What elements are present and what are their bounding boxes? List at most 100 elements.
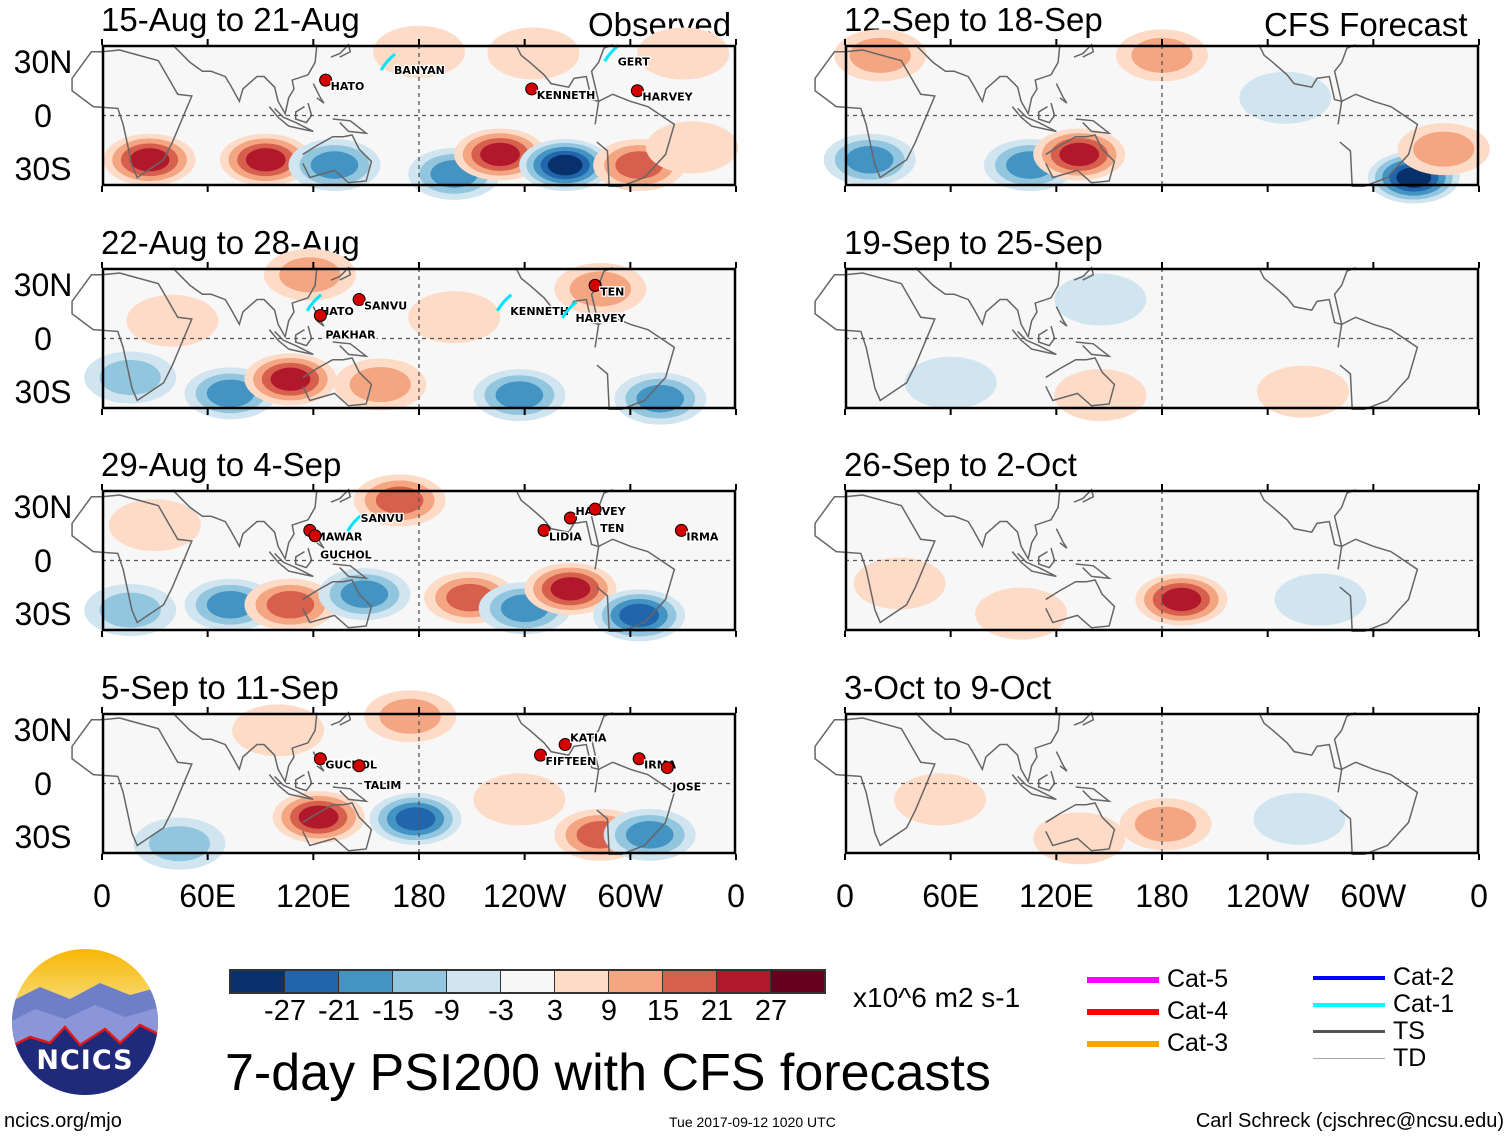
- colorbar-swatch: [555, 971, 609, 992]
- positive-anomaly: [645, 121, 738, 174]
- coastline: [1337, 538, 1419, 633]
- storm-label: IRMA: [686, 530, 719, 543]
- storm-label: FIFTEEN: [546, 755, 597, 768]
- legend-label: Cat-4: [1167, 997, 1229, 1025]
- storm-label: HARVEY: [575, 312, 626, 325]
- coastline: [330, 266, 352, 281]
- map-frame: [844, 712, 1480, 855]
- longitude-label: 120E: [275, 878, 351, 914]
- storm-marker: LIDIA: [537, 523, 584, 545]
- legend-label: TS: [1393, 1017, 1425, 1045]
- hurricane-icon: [588, 502, 602, 516]
- negative-anomaly: [519, 139, 612, 192]
- coastline: [1045, 579, 1116, 629]
- longitude-label: 60W: [1340, 878, 1407, 914]
- positive-anomaly: [487, 27, 580, 80]
- storm-label: PAKHAR: [325, 328, 376, 341]
- longitude-label: 0: [1470, 878, 1488, 914]
- storm-track: [379, 52, 396, 71]
- latitude-label: 30N: [13, 489, 73, 526]
- latitude-label: 30S: [14, 150, 72, 187]
- storm-track: [305, 293, 323, 312]
- storm-label: HATO: [320, 305, 354, 318]
- legend-line-icon: [1087, 1008, 1159, 1015]
- coastline: [312, 83, 325, 104]
- storm-label: TEN: [600, 285, 624, 298]
- colorbar-swatch: [717, 971, 771, 992]
- map-frame: [101, 44, 737, 187]
- colorbar-label: 15: [646, 995, 680, 1027]
- storm-marker: KENNETH: [496, 293, 570, 319]
- coastline: [294, 770, 313, 792]
- latitude-label: 30S: [14, 818, 72, 855]
- coastline: [268, 329, 314, 356]
- positive-anomaly: [232, 704, 325, 757]
- storm-marker: IRMA: [674, 523, 720, 545]
- hurricane-icon: [313, 752, 327, 766]
- legend-line-icon: [1087, 1040, 1159, 1047]
- coastline: [330, 43, 352, 58]
- latitude-label: 0: [34, 542, 52, 579]
- coastline: [302, 802, 373, 852]
- negative-anomaly: [1239, 71, 1332, 124]
- hurricane-icon: [313, 308, 327, 322]
- longitude-label: 60W: [597, 878, 664, 914]
- negative-anomaly: [133, 817, 226, 870]
- storm-label: GUCHOL: [325, 759, 377, 772]
- forecast-label: CFS Forecast: [1264, 6, 1468, 43]
- storm-label: KENNETH: [510, 305, 569, 318]
- storm-marker: HARVEY: [630, 84, 695, 105]
- storm-marker: KENNETH: [525, 82, 597, 103]
- colorbar: [229, 969, 826, 994]
- latitude-label: 30N: [13, 44, 73, 81]
- legend-line-icon: [1313, 1058, 1385, 1059]
- storm-label: TALIM: [364, 779, 401, 792]
- coastline: [71, 494, 193, 624]
- legend-item: Cat-2: [1313, 963, 1454, 992]
- colorbar-swatch: [231, 971, 285, 992]
- map-frame: [101, 267, 737, 410]
- storm-marker: HARVEY: [561, 300, 628, 326]
- colorbar-label: 9: [600, 995, 618, 1027]
- hurricane-icon: [352, 759, 366, 773]
- negative-anomaly: [1274, 573, 1367, 626]
- coastline: [1337, 761, 1419, 856]
- hurricane-icon: [563, 511, 577, 525]
- storm-label: JOSE: [671, 781, 701, 794]
- positive-anomaly: [1256, 365, 1349, 418]
- forecast-map-panel: [814, 262, 1480, 422]
- longitude-label: 0: [93, 878, 111, 914]
- latitude-label: 0: [34, 320, 52, 357]
- storm-marker: FIFTEEN: [534, 748, 598, 769]
- negative-anomaly: [84, 584, 177, 637]
- positive-anomaly: [473, 773, 566, 826]
- positive-anomaly: [334, 358, 427, 411]
- legend-item: Cat-1: [1313, 990, 1454, 1019]
- ncics-logo: NCICS: [10, 947, 160, 1102]
- storm-label: GUCHOL: [320, 549, 372, 562]
- colorbar-swatch: [663, 971, 717, 992]
- latitude-label: 0: [34, 97, 52, 134]
- storm-marker: TALIM: [352, 759, 403, 793]
- longitude-label: 60E: [179, 878, 237, 914]
- coastline: [1055, 83, 1068, 104]
- positive-anomaly: [975, 587, 1068, 640]
- legend-item: Cat-4: [1087, 997, 1228, 1026]
- colorbar-label: -21: [318, 995, 360, 1027]
- latitude-label: 30S: [14, 373, 72, 410]
- forecast-map-panel: [814, 707, 1480, 865]
- panel-title: 19-Sep to 25-Sep: [844, 224, 1103, 261]
- site-link[interactable]: ncics.org/mjo: [4, 1110, 122, 1132]
- colorbar-swatch: [609, 971, 663, 992]
- hurricane-icon: [630, 84, 644, 98]
- negative-anomaly: [904, 356, 997, 409]
- coastline: [594, 761, 676, 856]
- coastline: [1055, 528, 1068, 549]
- coastline: [1073, 43, 1095, 58]
- storm-label: SANVU: [364, 300, 407, 313]
- legend-label: Cat-5: [1167, 965, 1229, 993]
- legend-line-icon: [1313, 1030, 1385, 1033]
- colorbar-label: -15: [372, 995, 414, 1027]
- panel-title: 5-Sep to 11-Sep: [101, 669, 339, 706]
- hurricane-icon: [352, 293, 366, 307]
